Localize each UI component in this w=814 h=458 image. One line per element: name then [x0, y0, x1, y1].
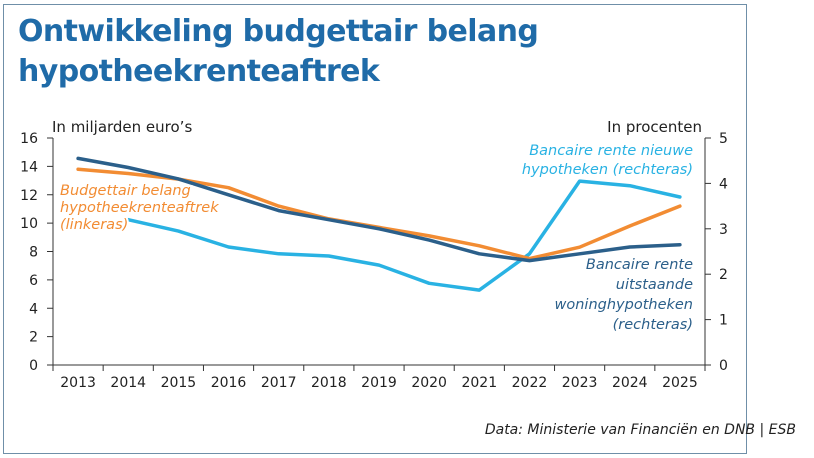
left-tick-label: 14: [20, 159, 38, 175]
budget-series-label: Budgettair belang: [60, 183, 191, 199]
source-note: Data: Ministerie van Financiën en DNB | …: [484, 422, 796, 438]
x-tick-label: 2018: [311, 375, 347, 391]
x-tick-label: 2017: [261, 375, 297, 391]
chart-title: Ontwikkeling budgettair belang hypotheek…: [18, 12, 539, 92]
series-labels: Budgettair belanghypotheekrenteaftrek(li…: [58, 141, 695, 335]
axes: 2013 2014 2015 2016 2017 2018 2019 2020 2021 2022…: [20, 131, 728, 391]
budget-series-label: (linkeras): [60, 217, 128, 233]
left-tick-label: 10: [20, 216, 38, 232]
x-tick-label: 2019: [361, 375, 397, 391]
new-series-label: hypotheken (rechteras): [522, 162, 693, 178]
new-series-label: Bancaire rente nieuwe: [529, 143, 693, 159]
x-tick-label: 2013: [60, 375, 96, 391]
outstanding-series-label: uitstaande: [616, 277, 693, 293]
right-tick-label: 0: [719, 358, 728, 374]
left-tick-label: 8: [29, 245, 38, 261]
left-tick-label: 12: [20, 188, 38, 204]
right-tick-label: 2: [719, 267, 728, 283]
left-tick-label: 0: [29, 358, 38, 374]
left-tick-label: 2: [29, 330, 38, 346]
right-tick-label: 5: [719, 131, 728, 147]
x-tick-label: 2015: [161, 375, 197, 391]
chart-title-line2: hypotheekrenteaftrek: [18, 54, 380, 89]
outstanding-rate-line: [76, 156, 682, 263]
outstanding-series-label: Bancaire rente: [586, 257, 693, 273]
outstanding-series-label: woninghypotheken: [555, 297, 694, 313]
x-tick-label: 2016: [211, 375, 247, 391]
x-tick-label: 2023: [562, 375, 598, 391]
x-tick-label: 2022: [512, 375, 548, 391]
x-tick-label: 2021: [461, 375, 497, 391]
x-tick-label: 2024: [612, 375, 648, 391]
new-rate-line: [126, 179, 682, 292]
x-tick-label: 2025: [662, 375, 698, 391]
outstanding-series-label: (rechteras): [613, 317, 693, 333]
right-tick-label: 1: [719, 313, 728, 329]
chart-title-line1: Ontwikkeling budgettair belang: [18, 14, 539, 49]
left-axis-label: In miljarden euro’s: [52, 118, 192, 136]
left-tick-label: 6: [29, 273, 38, 289]
x-tick-label: 2020: [411, 375, 447, 391]
x-tick-label: 2014: [110, 375, 146, 391]
left-tick-label: 4: [29, 301, 38, 317]
right-tick-label: 3: [719, 222, 728, 238]
left-tick-label: 16: [20, 131, 38, 147]
right-tick-label: 4: [719, 176, 728, 192]
budget-series-label: hypotheekrenteaftrek: [60, 200, 219, 216]
right-axis-label: In procenten: [607, 118, 702, 136]
series-lines: [76, 156, 682, 292]
